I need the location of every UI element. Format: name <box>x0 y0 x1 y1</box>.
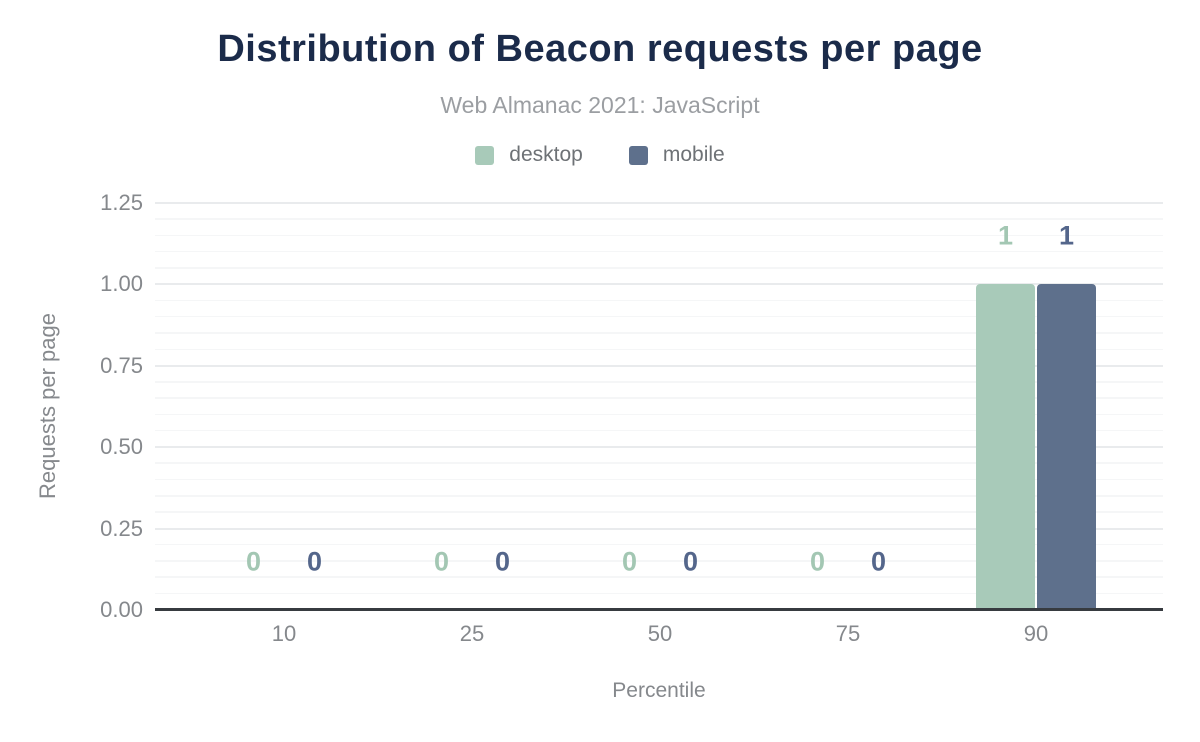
x-tick-label: 10 <box>271 621 297 646</box>
minor-gridline <box>155 315 1163 318</box>
y-tick-label: 1.25 <box>100 190 143 215</box>
desktop-value-label: 0 <box>621 546 638 577</box>
x-tick-label: 75 <box>835 621 861 646</box>
minor-gridline <box>155 413 1163 416</box>
minor-gridline <box>155 462 1163 464</box>
minor-gridline <box>155 267 1163 269</box>
desktop-value-label: 0 <box>433 546 450 577</box>
legend-item-mobile[interactable]: mobile <box>628 143 725 167</box>
desktop-bar[interactable] <box>976 284 1035 610</box>
desktop-value-label: 0 <box>809 546 826 577</box>
desktop-swatch-icon <box>475 145 495 165</box>
y-tick-label: 0.75 <box>100 352 143 378</box>
legend-label-mobile: mobile <box>662 143 725 166</box>
minor-gridline <box>155 234 1163 237</box>
minor-gridline <box>155 543 1163 546</box>
minor-gridline <box>155 511 1163 513</box>
minor-gridline <box>155 592 1163 595</box>
minor-gridline <box>155 478 1163 481</box>
mobile-value-label: 0 <box>306 546 323 577</box>
minor-gridline <box>155 348 1163 351</box>
minor-gridline <box>155 560 1163 562</box>
legend-label-desktop: desktop <box>509 143 583 166</box>
plot-area: 0 0 0 0 0 0 0 0 1 1 <box>155 202 1163 611</box>
x-tick-label: 90 <box>1023 621 1049 646</box>
minor-gridline <box>155 299 1163 302</box>
mobile-value-label: 1 <box>1058 220 1075 251</box>
legend-item-desktop[interactable]: desktop <box>475 143 583 167</box>
major-gridline <box>155 364 1163 367</box>
major-gridline <box>155 283 1163 286</box>
y-tick-label: 0.50 <box>100 434 143 460</box>
desktop-value-label: 1 <box>997 220 1014 251</box>
y-tick-label: 1.00 <box>100 271 143 297</box>
minor-gridline <box>155 429 1163 432</box>
x-tick-label: 25 <box>459 621 485 646</box>
minor-gridline <box>155 397 1163 399</box>
minor-gridline <box>155 381 1163 383</box>
minor-gridline <box>155 332 1163 334</box>
minor-gridline <box>155 576 1163 578</box>
minor-gridline <box>155 218 1163 220</box>
major-gridline <box>155 527 1163 530</box>
mobile-bar[interactable] <box>1037 284 1096 610</box>
mobile-value-label: 0 <box>870 546 887 577</box>
major-gridline <box>155 446 1163 449</box>
minor-gridline <box>155 250 1163 253</box>
legend: desktop mobile <box>0 143 1200 167</box>
desktop-value-label: 0 <box>245 546 262 577</box>
x-axis-tick-labels: 10 25 50 75 90 <box>155 610 1163 655</box>
chart-subtitle: Web Almanac 2021: JavaScript <box>440 92 760 118</box>
x-tick-label: 50 <box>647 621 673 646</box>
mobile-swatch-icon <box>628 145 648 165</box>
y-tick-label: 0.00 <box>100 597 143 622</box>
y-tick-label: 0.25 <box>100 515 143 541</box>
chart-title: Distribution of Beacon requests per page <box>217 28 983 70</box>
y-axis-tick-labels: 0.00 0.25 0.50 0.75 1.00 1.25 <box>0 190 143 622</box>
mobile-value-label: 0 <box>494 546 511 577</box>
mobile-value-label: 0 <box>682 546 699 577</box>
major-gridline <box>155 202 1163 204</box>
x-axis-title: Percentile <box>612 679 706 702</box>
x-axis-line <box>155 608 1163 611</box>
minor-gridline <box>155 495 1163 497</box>
